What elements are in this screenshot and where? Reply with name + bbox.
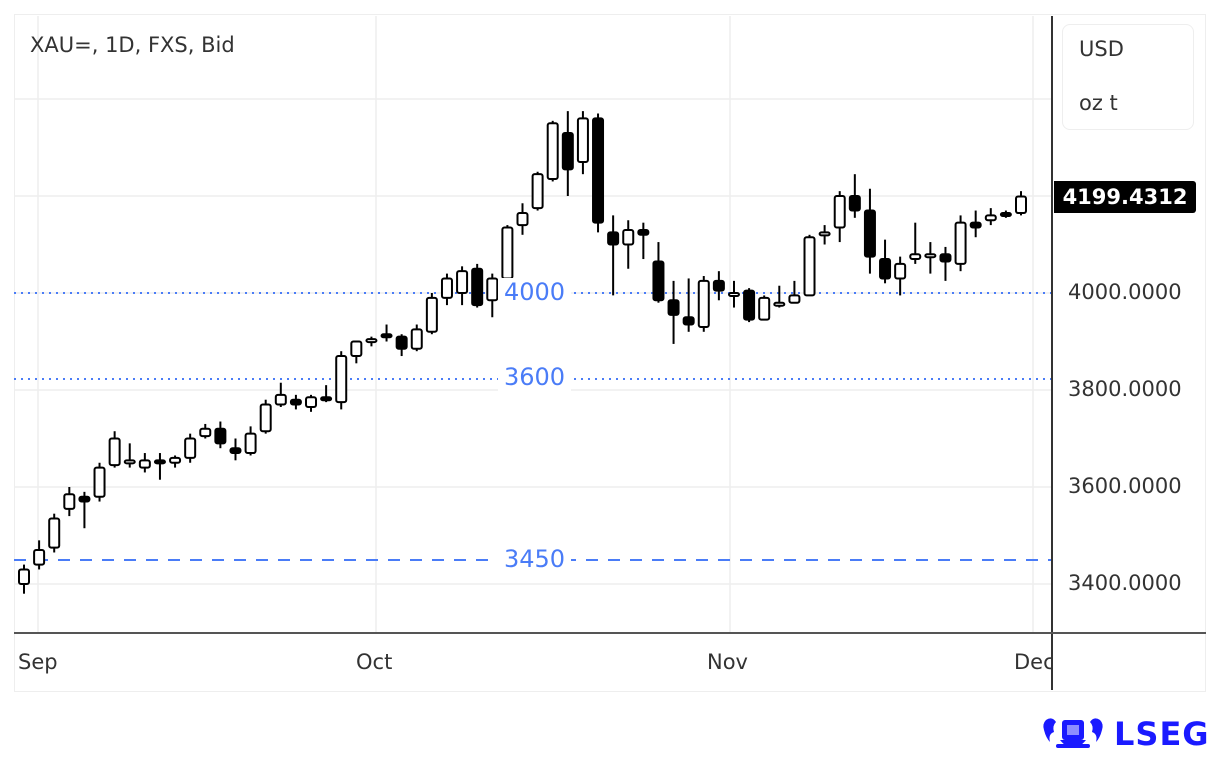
x-tick-dec: Dec <box>1014 650 1052 674</box>
candle-up <box>410 328 423 350</box>
candle-up <box>758 296 771 321</box>
candle-up <box>546 122 559 181</box>
candle-up <box>123 459 136 465</box>
candle-down <box>320 396 333 402</box>
lseg-crest-icon <box>1043 718 1103 748</box>
y-tick-4000: 4000.0000 <box>1068 280 1182 304</box>
candle-up <box>274 393 287 406</box>
candle-up <box>1015 195 1027 214</box>
candle-down <box>380 333 393 339</box>
instrument-title: XAU=, 1D, FXS, Bid <box>30 33 235 57</box>
last-price-badge: 4199.4312 <box>1054 181 1196 213</box>
candle-down <box>561 131 574 171</box>
candle-up <box>773 301 786 307</box>
candle-down <box>214 427 227 445</box>
candle-down <box>592 117 605 224</box>
candle-down <box>637 228 650 236</box>
candle-up <box>259 403 272 433</box>
candle-up <box>622 228 635 246</box>
candle-up <box>335 355 348 404</box>
candle-down <box>395 335 408 350</box>
candle-up <box>803 236 816 297</box>
candle-up <box>894 262 907 280</box>
candle-up <box>365 338 378 344</box>
candle-down <box>939 253 952 263</box>
candle-up <box>350 340 363 358</box>
lseg-wordmark: LSEG <box>1114 715 1210 753</box>
candle-down <box>999 211 1012 217</box>
level-label-3450: 3450 <box>498 545 572 573</box>
candle-up <box>954 221 967 265</box>
x-tick-sep: Sep <box>18 650 58 674</box>
grid-lines <box>14 16 1052 633</box>
candle-down <box>289 398 302 406</box>
candles <box>18 111 1027 594</box>
candle-up <box>456 270 469 294</box>
candle-up <box>199 427 212 438</box>
candle-up <box>924 253 937 259</box>
candle-up <box>108 437 121 467</box>
candle-down <box>712 279 725 292</box>
candle-down <box>607 231 620 246</box>
lseg-logo: LSEG <box>1042 714 1210 754</box>
candle-down <box>969 221 982 229</box>
y-tick-3400: 3400.0000 <box>1068 571 1182 595</box>
candle-up <box>909 253 922 261</box>
candle-up <box>727 292 740 297</box>
candle-up <box>697 279 710 328</box>
candle-up <box>48 517 61 549</box>
candle-up <box>18 568 30 586</box>
level-label-4000: 4000 <box>498 278 572 306</box>
x-tick-oct: Oct <box>356 650 393 674</box>
candle-down <box>743 289 756 321</box>
candle-up <box>501 226 514 280</box>
candle-up <box>531 173 544 210</box>
candle-up <box>440 277 453 299</box>
candle-down <box>652 260 665 302</box>
candle-down <box>78 495 91 503</box>
level-lines <box>14 292 1052 561</box>
candle-down <box>153 459 166 465</box>
candle-up <box>788 294 801 304</box>
candle-down <box>229 447 242 455</box>
candle-up <box>169 456 182 464</box>
y-tick-3600: 3600.0000 <box>1068 474 1182 498</box>
candle-up <box>486 277 499 302</box>
level-label-3600: 3600 <box>498 363 572 391</box>
candle-up <box>305 396 318 408</box>
currency-label: USD <box>1079 37 1124 61</box>
candle-up <box>63 493 76 510</box>
unit-label: oz t <box>1079 91 1118 115</box>
candle-down <box>682 316 695 326</box>
chart-frame <box>14 14 1206 692</box>
candle-up <box>244 432 257 455</box>
candle-up <box>93 466 106 498</box>
candle-up <box>984 214 997 222</box>
candle-up <box>138 459 151 469</box>
candle-down <box>848 195 861 212</box>
candle-up <box>33 549 46 566</box>
candle-down <box>863 209 876 258</box>
candle-up <box>833 195 846 229</box>
candle-up <box>184 437 197 459</box>
candle-down <box>667 299 680 316</box>
candle-up <box>516 211 529 227</box>
y-tick-3800: 3800.0000 <box>1068 377 1182 401</box>
unit-selector[interactable]: USD oz t <box>1062 24 1194 130</box>
x-tick-nov: Nov <box>707 650 748 674</box>
candle-up <box>818 231 831 237</box>
candle-up <box>576 117 589 164</box>
candle-up <box>425 296 438 333</box>
candle-down <box>471 267 484 307</box>
candle-down <box>879 258 892 280</box>
